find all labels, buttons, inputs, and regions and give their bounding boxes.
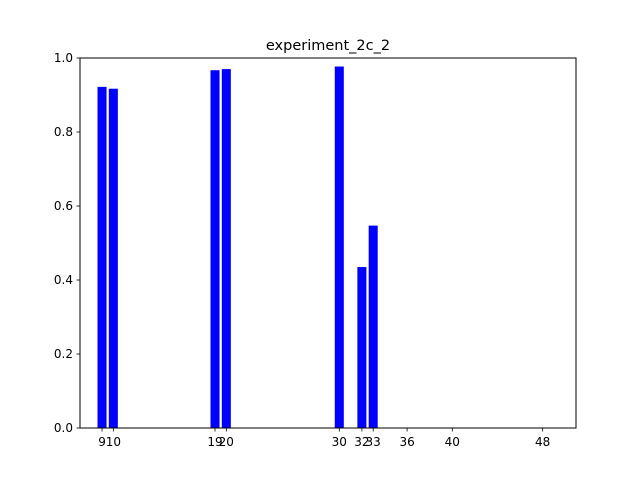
bars-group <box>97 66 378 429</box>
y-tick-label: 0.4 <box>54 273 73 287</box>
x-tick-label: 32 <box>354 435 369 449</box>
x-tick-label: 33 <box>366 435 381 449</box>
bar-32 <box>357 267 367 428</box>
bar-9 <box>97 86 107 429</box>
chart-title: experiment_2c_2 <box>266 38 390 54</box>
x-tick-label: 9 <box>98 435 106 449</box>
x-tick-label: 30 <box>332 435 347 449</box>
y-tick-label: 0.0 <box>54 421 73 435</box>
x-tick-label: 19 <box>207 435 222 449</box>
x-tick-label: 48 <box>535 435 550 449</box>
y-tick-label: 0.2 <box>54 347 73 361</box>
y-tick-label: 0.6 <box>54 199 73 213</box>
bar-30 <box>334 66 344 428</box>
y-tick-label: 0.8 <box>54 125 73 139</box>
x-tick-label: 36 <box>399 435 414 449</box>
x-tick-label: 20 <box>219 435 234 449</box>
plot-frame <box>79 57 577 429</box>
x-tick-label: 40 <box>445 435 460 449</box>
bar-10 <box>108 88 118 429</box>
bar-19 <box>210 70 220 429</box>
y-axis: 0.0 0.2 0.4 0.6 0.8 1.0 <box>54 51 80 435</box>
bar-20 <box>221 69 231 428</box>
bar-33 <box>368 225 378 428</box>
y-tick-label: 1.0 <box>54 51 73 65</box>
x-tick-label: 10 <box>106 435 121 449</box>
